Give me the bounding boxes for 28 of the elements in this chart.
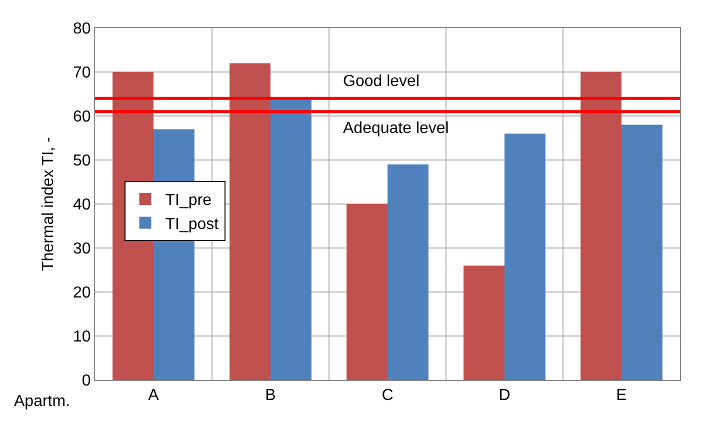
ref-line-label: Adequate level: [343, 120, 449, 137]
bar: [464, 266, 504, 380]
bar: [622, 124, 662, 380]
y-tick-label: 50: [73, 152, 91, 170]
x-tick-label: E: [616, 387, 627, 404]
x-tick-label: B: [265, 387, 276, 404]
x-axis-title: Apartm.: [14, 393, 70, 410]
y-tick-label: 20: [73, 284, 91, 302]
y-tick-label: 0: [82, 372, 91, 390]
y-tick-label: 10: [73, 328, 91, 346]
bar: [270, 98, 312, 380]
y-tick-label: 30: [73, 240, 91, 258]
legend-label: TI_pre: [165, 192, 212, 210]
y-tick-label: 70: [73, 64, 91, 82]
legend-label: TI_post: [165, 216, 220, 233]
ref-line-label: Good level: [343, 73, 420, 90]
x-tick-label: D: [498, 387, 510, 404]
y-tick-label: 80: [73, 20, 91, 38]
y-tick-label: 40: [73, 196, 91, 214]
x-tick-label: C: [382, 387, 394, 404]
y-tick-label: 60: [73, 108, 91, 126]
bar: [230, 63, 270, 380]
x-tick-label: A: [148, 387, 160, 404]
bar: [504, 134, 546, 380]
bar: [388, 164, 428, 380]
y-axis-title: Thermal index TI, -: [40, 137, 57, 271]
bar: [346, 204, 388, 380]
bar: [580, 72, 622, 380]
